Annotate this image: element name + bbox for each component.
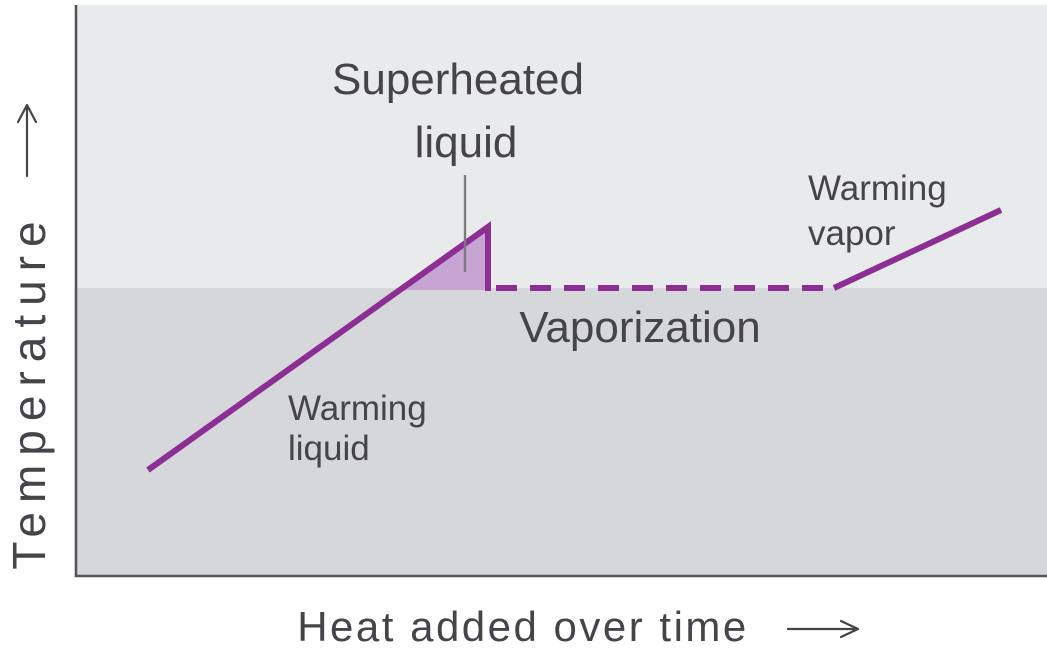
curve-warming-liquid-and-drop	[146, 221, 491, 473]
x-axis-label: Heat added over time	[297, 603, 749, 650]
warming-vapor-label-line2: vapor	[808, 214, 896, 253]
curve-warming-vapor	[832, 207, 1003, 291]
x-axis-right-arrow-icon	[786, 619, 860, 639]
y-axis-up-arrow-icon	[16, 103, 38, 178]
y-arrow-head	[16, 103, 38, 124]
warming-vapor-label-line1: Warming	[808, 169, 947, 208]
vaporization-label: Vaporization	[519, 303, 760, 352]
superheated-liquid-label-line1: Superheated	[332, 55, 584, 104]
y-axis-label: Temperature	[3, 212, 55, 569]
x-arrow-head	[839, 619, 860, 639]
plot-background-above-boiling	[75, 5, 1047, 288]
superheated-liquid-label-line2: liquid	[415, 118, 518, 167]
warming-liquid-label-line1: Warming	[288, 389, 427, 428]
plot-background-below-boiling	[75, 288, 1047, 575]
warming-liquid-label-line2: liquid	[288, 429, 370, 468]
